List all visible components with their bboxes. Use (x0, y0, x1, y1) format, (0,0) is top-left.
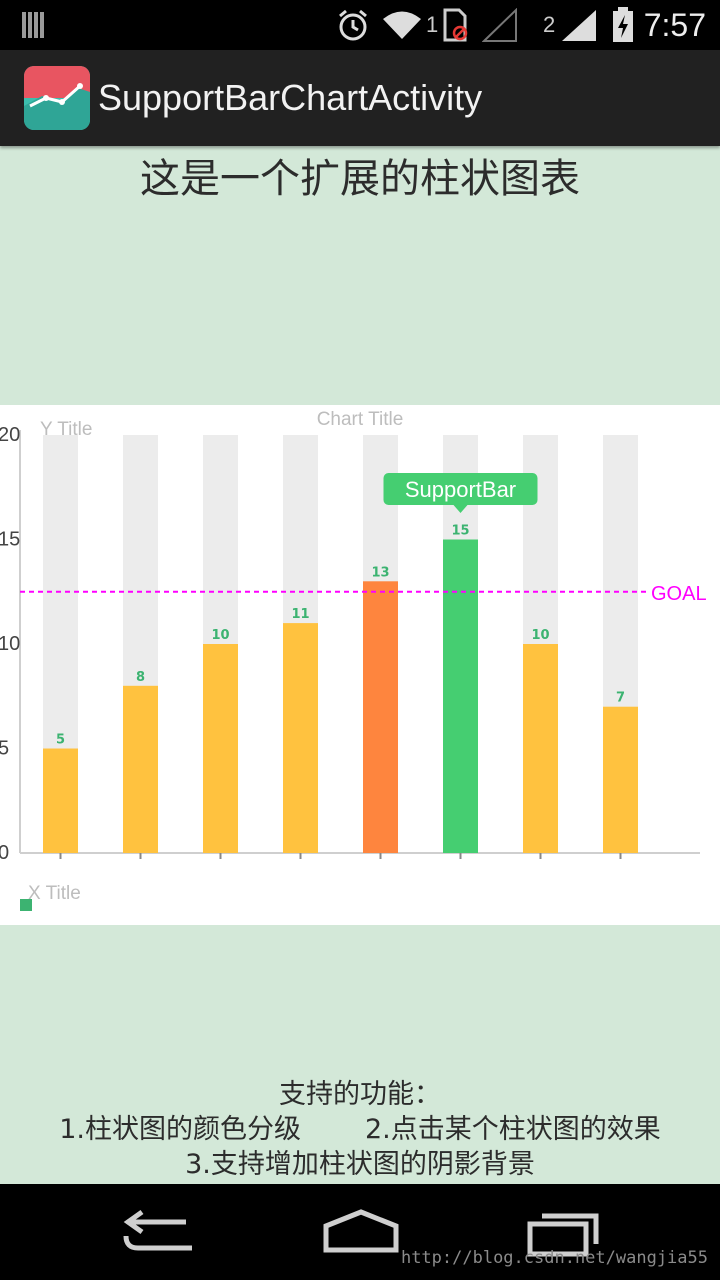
line-chart-app-icon[interactable] (24, 66, 90, 130)
feature-item-2: 2.点击某个柱状图的效果 (365, 1114, 661, 1145)
back-icon[interactable] (116, 1208, 206, 1258)
bar-value-label: 5 (56, 733, 65, 748)
sim-card-icon (22, 0, 46, 50)
sim1-label: 1 (426, 12, 439, 37)
feature-item-1: 1.柱状图的颜色分级 (59, 1114, 301, 1145)
chart-title: Chart Title (317, 409, 404, 430)
y-tick-label: 15 (0, 529, 20, 551)
no-sim-icon (442, 0, 468, 50)
watermark-url: http://blog.csdn.net/wangjia55 (400, 1248, 708, 1268)
navigation-bar: http://blog.csdn.net/wangjia55 (0, 1184, 720, 1280)
feature-item-3: 3.支持增加柱状图的阴影背景 (185, 1149, 535, 1180)
alarm-icon (336, 0, 370, 50)
support-bar-tooltip[interactable] (383, 473, 538, 505)
bar[interactable] (43, 748, 78, 854)
bar-chart-panel[interactable]: Chart Title Y Title X Title 0 5 10 15 20 5 8 1… (0, 405, 720, 925)
status-clock: 7:57 (643, 6, 706, 43)
goal-label: GOAL (651, 583, 707, 605)
bar[interactable] (203, 644, 238, 853)
y-tick-label: 10 (0, 633, 20, 655)
recent-apps-icon[interactable] (518, 1208, 608, 1258)
signal-full-icon (560, 0, 598, 50)
action-bar: SupportBarChartActivity (0, 50, 720, 146)
bar-value-label: 13 (371, 565, 389, 580)
bar-value-label: 15 (451, 524, 469, 539)
x-axis-title: X Title (28, 883, 81, 904)
bar[interactable] (443, 539, 478, 854)
legend-swatch (20, 899, 32, 911)
bar[interactable] (603, 706, 638, 853)
y-tick-label: 20 (0, 424, 20, 446)
y-axis-title: Y Title (40, 419, 92, 440)
tooltip-label: SupportBar (405, 477, 516, 502)
bar[interactable] (283, 623, 318, 853)
y-tick-label: 0 (0, 842, 9, 864)
bar-value-label: 10 (531, 628, 549, 643)
page-heading: 这是一个扩展的柱状图表 (140, 156, 580, 202)
bar[interactable] (523, 644, 558, 853)
bar[interactable] (363, 581, 398, 853)
status-bar: 1 2 7:57 (0, 0, 720, 50)
features-section: 支持的功能： 1.柱状图的颜色分级 2.点击某个柱状图的效果 3.支持增加柱状图… (0, 1077, 720, 1182)
bar-value-label: 8 (136, 670, 145, 685)
features-title: 支持的功能： (279, 1079, 441, 1110)
y-tick-label: 5 (0, 738, 9, 760)
home-icon[interactable] (316, 1208, 406, 1258)
bar-value-label: 10 (211, 628, 229, 643)
bar-value-label: 11 (291, 607, 309, 622)
tooltip-pointer (453, 505, 468, 513)
bar-value-label: 7 (616, 691, 625, 706)
bar-chart[interactable]: Chart Title Y Title X Title 0 5 10 15 20 5 8 1… (0, 405, 720, 925)
action-bar-title: SupportBarChartActivity (98, 77, 483, 118)
signal-empty-icon (482, 0, 518, 50)
sim2-label: 2 (543, 12, 556, 37)
battery-charging-icon (612, 0, 634, 50)
wifi-icon (382, 0, 422, 50)
bar[interactable] (123, 685, 158, 853)
